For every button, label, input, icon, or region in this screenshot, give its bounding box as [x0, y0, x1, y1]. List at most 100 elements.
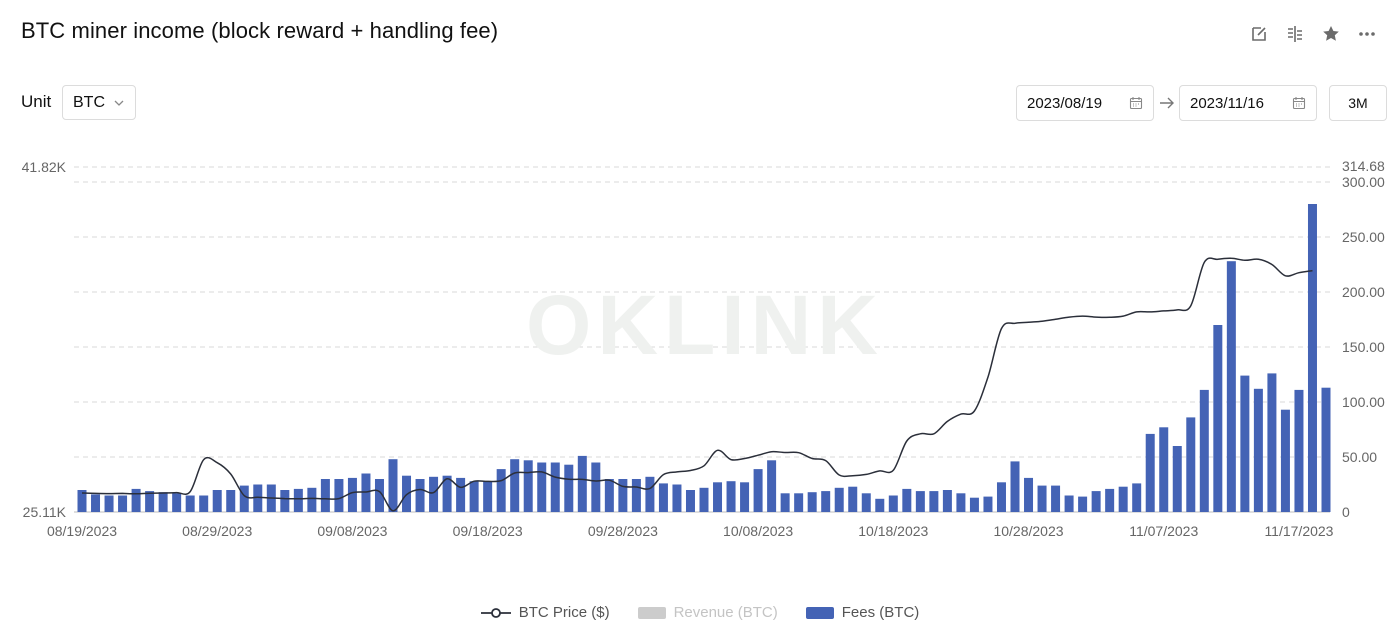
end-date-picker[interactable]: 2023/11/16: [1179, 85, 1317, 121]
fees-bar: [1105, 488, 1115, 512]
end-date-value: 2023/11/16: [1190, 94, 1264, 112]
fees-bar: [658, 483, 668, 512]
unit-select-value: BTC: [73, 93, 105, 111]
fees-bar: [1172, 446, 1182, 512]
fees-bar: [618, 479, 628, 512]
legend-item-fees[interactable]: Fees (BTC): [805, 604, 919, 621]
fees-bar: [429, 476, 439, 512]
fees-bar: [172, 493, 182, 512]
page-title: BTC miner income (block reward + handlin…: [21, 18, 499, 43]
edit-icon[interactable]: [1248, 23, 1270, 45]
start-date-value: 2023/08/19: [1027, 94, 1103, 112]
fees-bar: [145, 491, 155, 512]
fees-bar: [118, 495, 128, 512]
fees-bar: [672, 484, 682, 512]
fees-bar: [334, 479, 344, 512]
fees-bar: [226, 490, 236, 512]
left-axis-max-label: 41.82K: [22, 159, 67, 175]
x-axis-tick-label: 10/08/2023: [723, 523, 793, 539]
x-axis-tick-label: 09/28/2023: [588, 523, 658, 539]
fees-bar: [780, 493, 790, 512]
unit-select[interactable]: BTC: [62, 85, 136, 120]
x-axis-tick-label: 11/07/2023: [1129, 523, 1198, 539]
fees-bar: [1024, 477, 1034, 512]
fees-bar: [1064, 495, 1074, 512]
compare-icon[interactable]: [1284, 23, 1306, 45]
range-3m-button[interactable]: 3M: [1329, 85, 1387, 121]
fees-bar: [956, 493, 966, 512]
fees-bar: [577, 455, 587, 512]
start-date-picker[interactable]: 2023/08/19: [1016, 85, 1154, 121]
fees-bar: [442, 475, 452, 512]
fees-bar: [199, 495, 209, 512]
x-axis-tick-label: 08/19/2023: [47, 523, 117, 539]
fees-bar: [875, 498, 885, 512]
star-icon[interactable]: [1320, 23, 1342, 45]
right-axis-tick-label: 200.00: [1342, 284, 1385, 300]
fees-bar: [1186, 417, 1196, 512]
fees-bar: [983, 496, 993, 512]
fees-bar: [861, 493, 871, 512]
fees-bar: [388, 459, 398, 512]
fees-bar: [1226, 261, 1236, 512]
fees-bar: [1199, 389, 1209, 512]
fees-bar: [91, 494, 101, 512]
legend-item-revenue[interactable]: Revenue (BTC): [637, 604, 778, 621]
fees-bar: [1159, 427, 1169, 512]
fees-bar: [942, 490, 952, 512]
fees-bar: [564, 464, 574, 512]
fees-bar: [794, 493, 804, 512]
chevron-down-icon: [114, 100, 124, 106]
fees-bar: [1145, 433, 1155, 512]
fees-bar: [537, 462, 547, 512]
fees-bar: [807, 492, 817, 512]
watermark-logo: OKLINK: [526, 278, 884, 372]
fees-bar: [253, 484, 263, 512]
more-icon[interactable]: [1356, 23, 1378, 45]
fees-bar: [713, 482, 723, 512]
x-axis-tick-label: 11/17/2023: [1264, 523, 1333, 539]
fees-bar: [888, 495, 898, 512]
x-axis-tick-label: 09/18/2023: [453, 523, 523, 539]
right-axis-tick-label: 250.00: [1342, 229, 1385, 245]
fees-bar: [77, 490, 87, 512]
chart-area: 0 50.00 100.00 150.00 200.00 250.00 300.00314.…: [22, 158, 1385, 539]
fees-bar: [347, 477, 357, 512]
fees-bar: [1267, 373, 1277, 512]
fees-bar: [415, 479, 425, 512]
fees-bar: [726, 481, 736, 512]
fees-bar: [929, 491, 939, 512]
fees-bar: [740, 482, 750, 512]
fees-bar: [1253, 388, 1263, 512]
fees-bar: [510, 459, 520, 512]
legend-item-price[interactable]: BTC Price ($): [480, 604, 610, 621]
fees-bar: [1132, 483, 1142, 512]
legend-swatch-fees: [805, 606, 834, 619]
fees-bar: [834, 487, 844, 512]
calendar-icon: [1292, 97, 1306, 110]
fees-bar: [320, 479, 330, 512]
fees-bar: [604, 479, 614, 512]
fees-bar: [374, 479, 384, 512]
fees-bar: [307, 487, 317, 512]
fees-bar: [131, 488, 141, 512]
left-axis-min-label: 25.11K: [23, 504, 67, 520]
fees-bar: [1051, 485, 1061, 512]
fees-bar: [1118, 486, 1128, 512]
fees-bar: [1307, 204, 1317, 512]
fees-bar: [645, 476, 655, 512]
x-axis-tick-label: 10/28/2023: [993, 523, 1063, 539]
fees-bar: [902, 488, 912, 512]
right-axis-tick-label: 300.00: [1342, 174, 1385, 190]
x-axis-tick-label: 10/18/2023: [858, 523, 928, 539]
legend-label-price: BTC Price ($): [518, 604, 610, 621]
calendar-icon: [1129, 97, 1143, 110]
fees-bar: [523, 460, 533, 512]
fees-bar: [685, 490, 695, 512]
fees-bar: [1213, 325, 1223, 512]
fees-bar: [996, 482, 1006, 512]
fees-bar: [239, 485, 249, 512]
legend-swatch-revenue: [637, 606, 666, 619]
fees-bar: [1091, 491, 1101, 512]
fees-bar: [1078, 496, 1088, 512]
